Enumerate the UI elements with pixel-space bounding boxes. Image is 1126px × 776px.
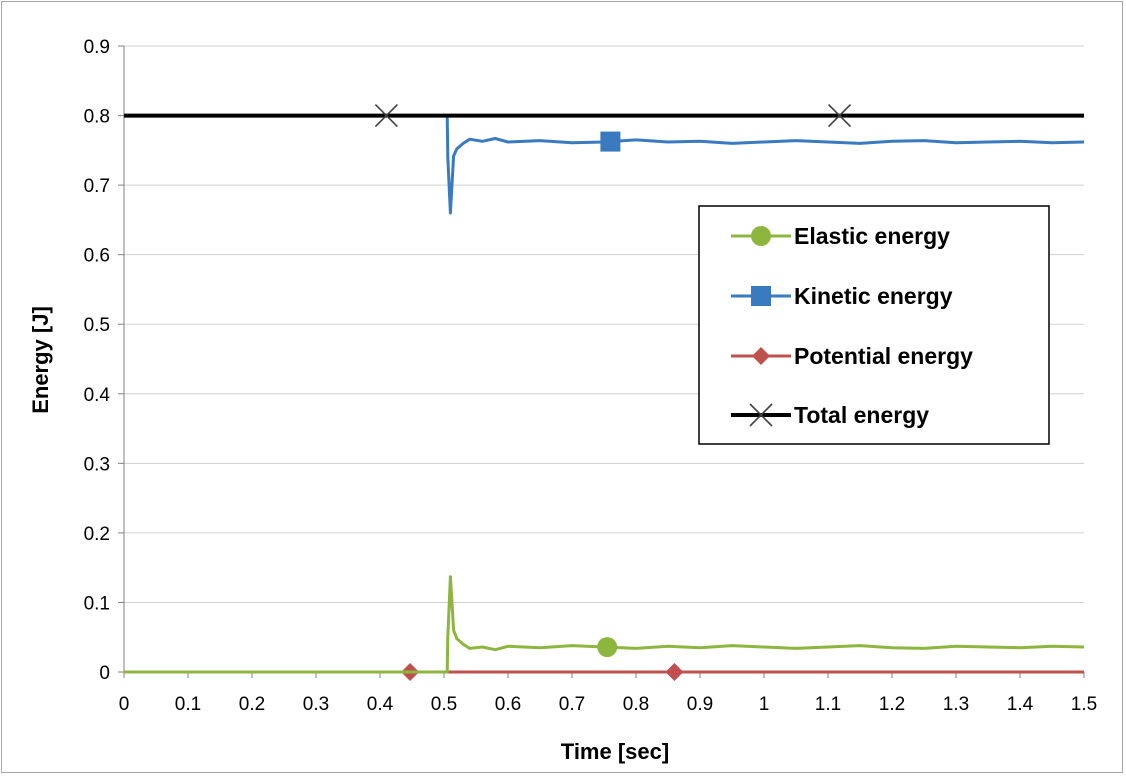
x-tick-label: 0.9 bbox=[687, 694, 713, 715]
legend-kinetic-energy-label: Kinetic energy bbox=[794, 283, 953, 309]
x-tick-label: 1.5 bbox=[1071, 694, 1097, 715]
x-tick-label: 1.3 bbox=[943, 694, 969, 715]
x-tick-label: 0.4 bbox=[367, 694, 394, 715]
y-tick-label: 0.5 bbox=[84, 315, 110, 336]
legend-potential-energy-label: Potential energy bbox=[794, 343, 973, 369]
x-tick-label: 1.1 bbox=[815, 694, 841, 715]
legend-total-energy-marker bbox=[749, 403, 773, 427]
x-tick-label: 1 bbox=[759, 694, 770, 715]
y-tick-label: 0.4 bbox=[84, 385, 111, 406]
total-energy-marker bbox=[374, 103, 398, 128]
x-tick-label: 0.6 bbox=[495, 694, 521, 715]
x-tick-label: 0.1 bbox=[175, 694, 201, 715]
legend-box bbox=[698, 205, 1050, 445]
x-tick-label: 0.3 bbox=[303, 694, 329, 715]
kinetic-energy-line bbox=[124, 114, 1085, 215]
kinetic-energy-marker bbox=[600, 131, 621, 152]
legend-kinetic-energy-marker bbox=[751, 286, 771, 306]
y-tick-label: 0.3 bbox=[84, 454, 110, 475]
x-axis-title: Time [sec] bbox=[561, 739, 669, 764]
legend-total-energy-label: Total energy bbox=[794, 402, 929, 428]
legend-potential-energy-marker bbox=[752, 347, 770, 365]
y-tick-label: 0.7 bbox=[84, 176, 110, 197]
gridlines bbox=[124, 45, 1084, 603]
legend-elastic-energy-label: Elastic energy bbox=[794, 223, 950, 249]
y-axis-title: Energy [J] bbox=[28, 306, 53, 414]
y-tick-label: 0.8 bbox=[84, 107, 110, 128]
y-tick-label: 0 bbox=[99, 663, 110, 684]
elastic-energy-line bbox=[124, 575, 1085, 674]
x-tick-label: 0.8 bbox=[623, 694, 649, 715]
potential-energy-marker bbox=[665, 663, 684, 681]
x-tick-label: 0.7 bbox=[559, 694, 585, 715]
total-energy-marker bbox=[827, 103, 852, 128]
x-tick-label: 1.2 bbox=[879, 694, 905, 715]
y-tick-labels: 0 0.1 0.2 0.3 0.4 0.5 0.6 0.7 0.8 0.9 bbox=[84, 37, 111, 684]
y-tick-label: 0.2 bbox=[84, 524, 110, 545]
legend: Elastic energy Kinetic energy Potential en… bbox=[698, 205, 1050, 445]
x-tick-label: 0.2 bbox=[239, 694, 265, 715]
x-tick-labels: 0 0.1 0.2 0.3 0.4 0.5 0.6 0.7 0.8 0.9 1 1.1 1.2 1.3 1.… bbox=[119, 694, 1098, 715]
legend-elastic-energy-marker bbox=[751, 226, 771, 246]
x-tick-label: 1.4 bbox=[1007, 694, 1034, 715]
x-tick-label: 0.5 bbox=[431, 694, 457, 715]
series-lines bbox=[124, 103, 1085, 681]
y-tick-label: 0.9 bbox=[84, 37, 110, 58]
y-tick-label: 0.6 bbox=[84, 246, 110, 267]
x-tick-label: 0 bbox=[119, 694, 130, 715]
y-tick-label: 0.1 bbox=[84, 593, 110, 614]
elastic-energy-marker bbox=[597, 637, 618, 658]
